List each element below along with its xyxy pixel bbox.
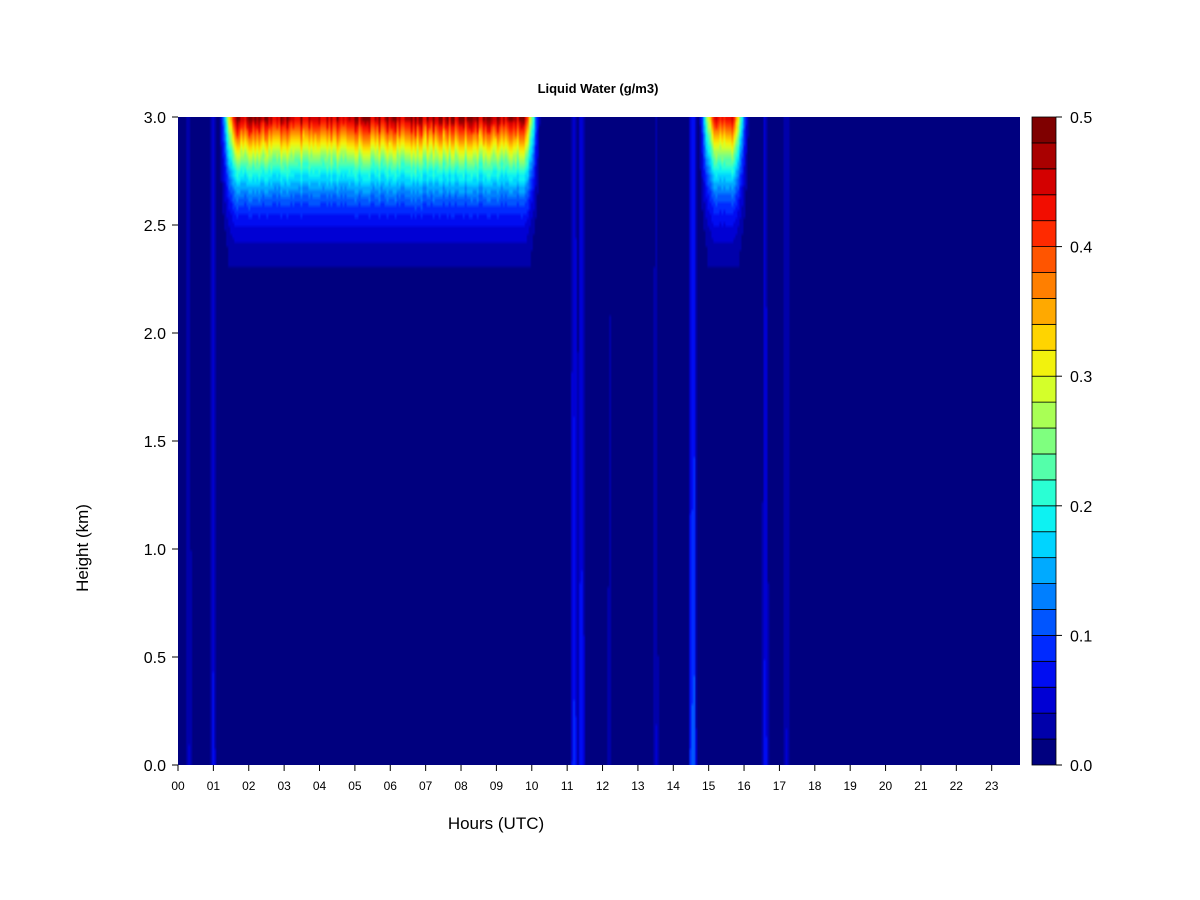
colorbar-tick-label: 0.5 xyxy=(1070,110,1092,127)
x-axis: 00 01 02 03 04 05 06 07 08 09 10 11 12 13 14 15 16 17 18 19… xyxy=(171,765,999,793)
colorbar-segment xyxy=(1031,349,1057,377)
x-tick-label: 01 xyxy=(207,779,221,793)
colorbar xyxy=(1031,116,1057,766)
y-tick-label: 2.5 xyxy=(144,218,166,235)
colorbar-segment xyxy=(1031,220,1057,247)
colorbar-segment xyxy=(1031,323,1057,351)
x-tick-label: 09 xyxy=(490,779,504,793)
x-tick-label: 19 xyxy=(844,779,858,793)
x-tick-label: 07 xyxy=(419,779,433,793)
x-tick-label: 23 xyxy=(985,779,999,793)
x-tick-label: 05 xyxy=(348,779,362,793)
colorbar-segment xyxy=(1031,686,1057,714)
colorbar-tick-label: 0.3 xyxy=(1070,369,1092,386)
x-tick-label: 02 xyxy=(242,779,256,793)
colorbar-tick-label: 0.2 xyxy=(1070,499,1092,516)
plot-area xyxy=(178,117,1020,765)
x-tick-label: 08 xyxy=(454,779,468,793)
y-tick-label: 0.5 xyxy=(144,650,166,667)
colorbar-segment xyxy=(1031,168,1057,196)
x-tick-label: 03 xyxy=(277,779,291,793)
colorbar-segment xyxy=(1031,246,1057,273)
y-axis: 0.0 0.5 1.0 1.5 2.0 2.5 3.0 xyxy=(144,110,178,775)
x-tick-label: 22 xyxy=(950,779,964,793)
colorbar-segment xyxy=(1031,609,1057,636)
colorbar-segment xyxy=(1031,712,1057,740)
x-tick-label: 20 xyxy=(879,779,893,793)
x-axis-label: Hours (UTC) xyxy=(448,814,544,833)
x-tick-label: 04 xyxy=(313,779,327,793)
x-tick-label: 18 xyxy=(808,779,822,793)
colorbar-segment xyxy=(1031,738,1057,766)
colorbar-segment xyxy=(1031,453,1057,481)
colorbar-segment xyxy=(1031,375,1057,403)
x-tick-label: 06 xyxy=(384,779,398,793)
x-tick-label: 14 xyxy=(667,779,681,793)
colorbar-segment xyxy=(1031,401,1057,429)
x-tick-label: 12 xyxy=(596,779,610,793)
colorbar-tick-label: 0.0 xyxy=(1070,758,1092,775)
y-axis-label: Height (km) xyxy=(73,504,92,592)
colorbar-segment xyxy=(1031,583,1057,610)
x-tick-label: 00 xyxy=(171,779,185,793)
colorbar-segment xyxy=(1031,298,1057,325)
colorbar-segment xyxy=(1031,557,1057,584)
colorbar-segment xyxy=(1031,479,1057,507)
chart-title: Liquid Water (g/m3) xyxy=(538,81,659,96)
colorbar-tick-label: 0.4 xyxy=(1070,240,1092,257)
x-tick-label: 10 xyxy=(525,779,539,793)
heatmap-image xyxy=(178,117,1020,765)
colorbar-segment xyxy=(1031,427,1057,455)
colorbar-axis: 0.0 0.1 0.2 0.3 0.4 0.5 xyxy=(1056,110,1092,775)
x-tick-label: 15 xyxy=(702,779,716,793)
x-tick-label: 13 xyxy=(631,779,645,793)
colorbar-segment xyxy=(1031,116,1057,144)
y-tick-label: 2.0 xyxy=(144,326,166,343)
colorbar-segment xyxy=(1031,194,1057,222)
x-tick-label: 11 xyxy=(561,779,574,793)
x-tick-label: 21 xyxy=(914,779,928,793)
colorbar-tick-label: 0.1 xyxy=(1070,628,1092,645)
colorbar-segment xyxy=(1031,505,1057,533)
x-tick-label: 16 xyxy=(737,779,751,793)
colorbar-segment xyxy=(1031,660,1057,688)
colorbar-segment xyxy=(1031,635,1057,662)
y-tick-label: 0.0 xyxy=(144,758,166,775)
x-tick-label: 17 xyxy=(773,779,787,793)
y-tick-label: 1.5 xyxy=(144,434,166,451)
colorbar-segment xyxy=(1031,531,1057,559)
colorbar-segment xyxy=(1031,142,1057,170)
colorbar-segment xyxy=(1031,272,1057,299)
y-tick-label: 3.0 xyxy=(144,110,166,127)
y-tick-label: 1.0 xyxy=(144,542,166,559)
